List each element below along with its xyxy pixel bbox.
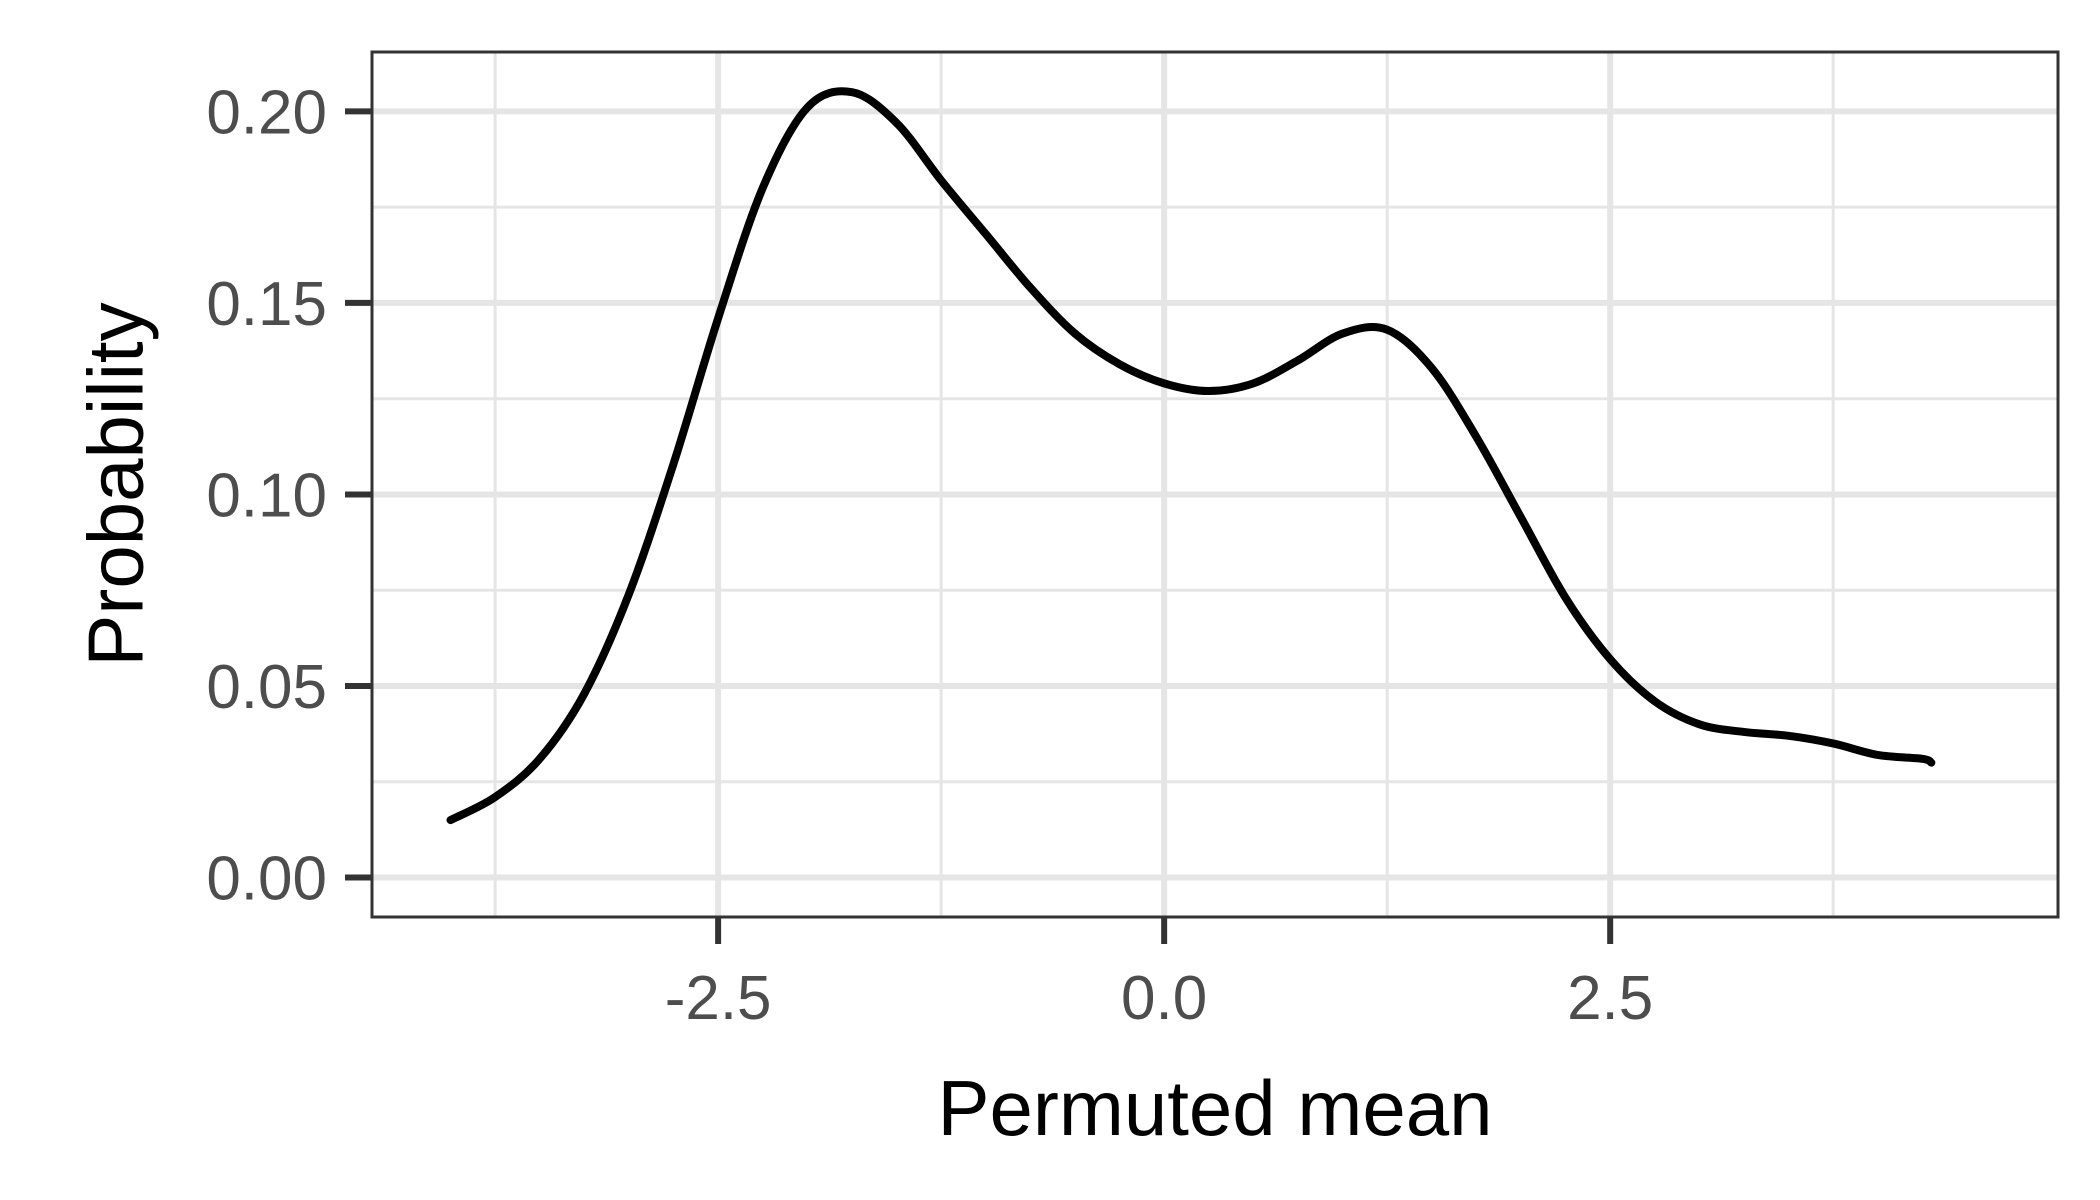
x-axis: -2.5 0.0 2.5 [665,917,1653,1033]
minor-gridlines [372,52,2058,917]
density-curve [446,87,1936,825]
y-tick-label: 0.10 [206,461,327,530]
x-tick-label: -2.5 [665,964,772,1033]
y-axis-title: Probability [71,302,159,666]
y-tick-label: 0.00 [206,845,327,914]
x-tick-label: 2.5 [1567,964,1653,1033]
panel-border [370,50,2060,919]
y-axis: 0.00 0.05 0.10 0.15 0.20 [206,78,372,914]
series-layer [446,87,1936,825]
y-tick-label: 0.20 [206,78,327,147]
x-axis-title: Permuted mean [938,1064,1493,1152]
y-tick-label: 0.15 [206,270,327,339]
x-tick-label: 0.0 [1121,964,1207,1033]
major-gridlines [372,52,2058,917]
y-tick-label: 0.05 [206,653,327,722]
